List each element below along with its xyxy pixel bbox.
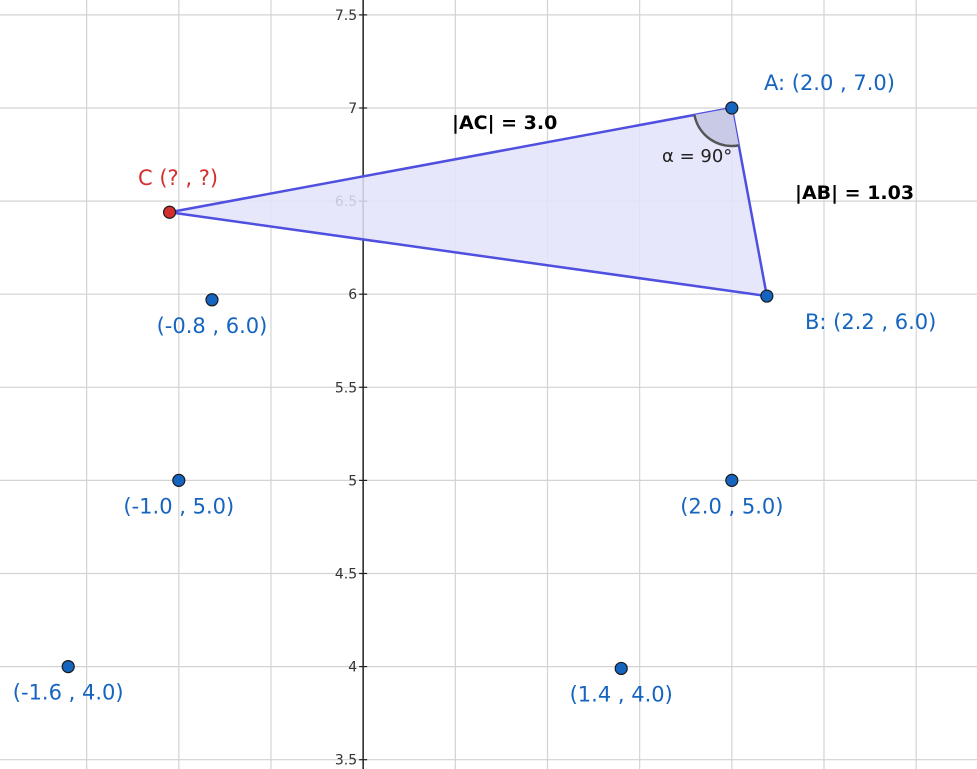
free-point[interactable]	[172, 473, 186, 487]
free-points: (-0.8 , 6.0) (-1.0 , 5.0) (-1.6 , 4.0) (2.0…	[13, 293, 783, 706]
angle-alpha-label: α = 90°	[662, 146, 732, 167]
length-ab-label: |AB| = 1.03	[795, 182, 914, 204]
free-point-label: (-1.0 , 5.0)	[123, 494, 234, 518]
point-a-label: A: (2.0 , 7.0)	[764, 71, 895, 95]
y-tick-label: 7	[348, 101, 357, 117]
point-c-label: C (? , ?)	[138, 166, 218, 190]
length-ac-label: |AC| = 3.0	[452, 112, 557, 134]
point-c[interactable]	[162, 205, 177, 219]
point-b-label: B: (2.2 , 6.0)	[805, 310, 936, 334]
y-tick-label: 5	[348, 473, 357, 489]
y-tick-label: 7.5	[335, 8, 357, 24]
y-tick-label: 4	[348, 660, 357, 676]
free-point[interactable]	[205, 293, 219, 307]
free-point-label: (-0.8 , 6.0)	[157, 314, 268, 338]
triangle-abc[interactable]	[168, 106, 769, 298]
point-b[interactable]	[760, 289, 774, 303]
y-tick-label: 4.5	[335, 566, 357, 582]
free-point[interactable]	[725, 473, 739, 487]
y-tick-label: 6	[348, 287, 357, 303]
y-tick-label: 5.5	[335, 380, 357, 396]
point-a[interactable]	[725, 101, 739, 115]
y-axis-tick-labels: 3.544.555.566.577.5	[335, 8, 368, 769]
right-angle-marker-a	[694, 107, 739, 146]
free-point[interactable]	[61, 659, 75, 674]
free-point-label: (2.0 , 5.0)	[680, 494, 783, 518]
free-point-label: (1.4 , 4.0)	[570, 682, 673, 706]
free-point-label: (-1.6 , 4.0)	[13, 681, 124, 705]
free-point[interactable]	[614, 661, 628, 676]
right-angle-arc	[693, 114, 740, 148]
y-tick-label: 3.5	[335, 753, 357, 769]
